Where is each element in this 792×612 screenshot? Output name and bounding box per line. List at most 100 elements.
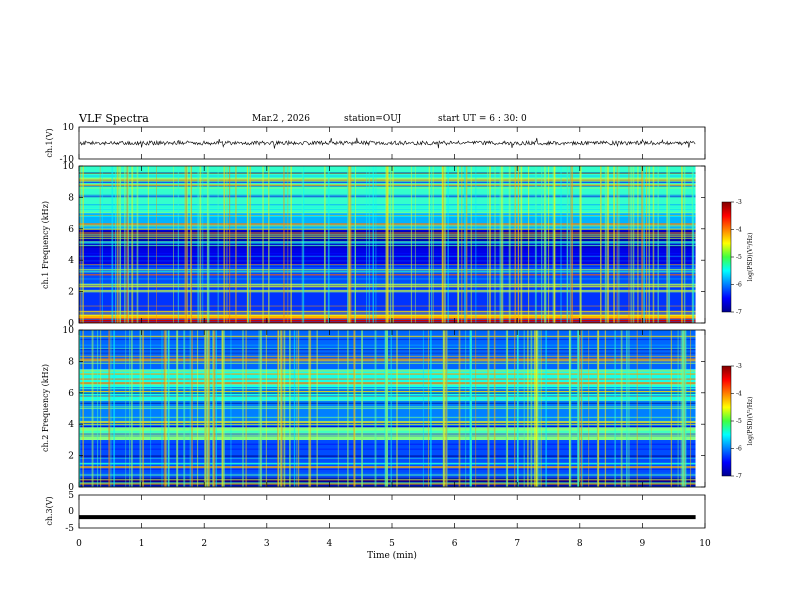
spec-sferic xyxy=(156,166,157,323)
time-tick-label: 3 xyxy=(264,539,270,549)
spec-sferic xyxy=(506,330,509,487)
spec-sferic xyxy=(185,166,188,323)
spec-sferic xyxy=(235,166,237,323)
time-tick-label: 5 xyxy=(389,539,395,549)
spec-sferic xyxy=(690,330,692,487)
spec-sferic xyxy=(207,166,210,323)
spec-sferic xyxy=(691,166,693,323)
spec-sferic xyxy=(280,330,283,487)
spec-sferic xyxy=(569,330,571,487)
spec-sferic xyxy=(386,330,389,487)
spec-sferic xyxy=(569,330,571,487)
spec-sferic xyxy=(116,166,119,323)
spec-sferic xyxy=(223,166,226,323)
spec-sferic xyxy=(666,166,669,323)
spec-sferic xyxy=(543,166,546,323)
spec-sferic xyxy=(582,330,584,487)
ch1-spectrogram-panel: 0 2 4 6 8 10 ch.1 Frequency (kHz) xyxy=(41,162,706,329)
spec-sferic xyxy=(324,166,326,323)
spec-sferic xyxy=(196,330,199,487)
freq-tick-label: 4 xyxy=(68,256,74,266)
time-tick-label: 7 xyxy=(514,539,520,549)
spec-sferic xyxy=(91,330,94,487)
spec-sferic xyxy=(99,166,101,323)
spec-sferic xyxy=(297,330,300,487)
spec-sferic xyxy=(245,330,247,487)
spec-sferic xyxy=(131,166,134,323)
ch1-ytick-top: 10 xyxy=(63,123,75,133)
spec-sferic xyxy=(636,330,638,487)
freq-tick-label: 2 xyxy=(68,288,74,298)
spec-sferic xyxy=(366,166,368,323)
ch2-spectrogram-panel: 0 2 4 6 8 10 ch.2 Frequency (kHz) xyxy=(41,326,706,493)
spec-sferic xyxy=(372,166,375,323)
spec-sferic xyxy=(554,166,556,323)
ch1-voltage-panel: 10 -10 ch.1(V) xyxy=(45,123,706,165)
spec-sferic xyxy=(130,330,133,487)
spec-sferic xyxy=(258,330,260,487)
figure-title: VLF Spectra xyxy=(79,112,149,125)
spec-sferic xyxy=(535,330,538,487)
time-axis-label: Time (min) xyxy=(367,550,417,561)
spec-sferic xyxy=(347,166,349,323)
spec-sferic xyxy=(608,166,610,323)
time-tick-label: 8 xyxy=(577,539,583,549)
spec-sferic xyxy=(560,166,562,323)
colorbar-tick-label: -4 xyxy=(736,227,742,234)
spec-sferic xyxy=(650,330,652,487)
spec-sferic xyxy=(616,166,618,323)
spec-sferic xyxy=(127,166,130,323)
spec-sferic xyxy=(428,166,431,323)
colorbar-ch1: -3 -4 -5 -6 -7 log(PSD)(V²/Hz) xyxy=(721,199,754,316)
spec-sferic xyxy=(540,330,542,487)
spec-sferic xyxy=(165,330,167,487)
spec-sferic xyxy=(113,330,116,487)
spec-sferic xyxy=(475,330,477,487)
spec-sferic xyxy=(693,166,695,323)
spec-sferic xyxy=(207,330,209,487)
ch2-freq-ylabel: ch.2 Frequency (kHz) xyxy=(41,364,50,452)
spec-sferic xyxy=(139,330,142,487)
colorbar-tick-label: -6 xyxy=(736,446,742,453)
ch1-spectrogram-image xyxy=(79,166,705,323)
spec-sferic xyxy=(167,330,170,487)
spec-sferic xyxy=(669,166,671,323)
spec-sferic xyxy=(545,330,547,487)
spec-sferic xyxy=(548,166,550,323)
spec-sferic xyxy=(683,330,686,487)
spec-sferic xyxy=(475,166,477,323)
spec-sferic xyxy=(534,166,537,323)
spec-sferic xyxy=(422,330,424,487)
ch1-frame xyxy=(78,126,706,160)
spec-sferic xyxy=(469,330,472,487)
spec-sferic xyxy=(172,166,174,323)
spec-sferic xyxy=(670,330,673,487)
colorbar-ch2: -3 -4 -5 -6 -7 log(PSD)(V²/Hz) xyxy=(721,363,754,480)
spec-sferic xyxy=(301,166,303,323)
spec-sferic xyxy=(150,330,152,487)
colorbar-tick-label: -6 xyxy=(736,282,742,289)
spec-sferic xyxy=(387,166,389,323)
spec-sferic xyxy=(457,166,460,323)
freq-tick-label: 10 xyxy=(63,326,75,336)
spec-sferic xyxy=(652,166,655,323)
spec-sferic xyxy=(390,330,392,487)
spec-sferic xyxy=(248,166,250,323)
spec-sferic xyxy=(190,166,193,323)
spec-sferic xyxy=(518,166,519,323)
spec-sferic xyxy=(177,166,179,323)
header-station: station=OUJ xyxy=(344,114,402,124)
spec-sferic xyxy=(327,166,330,323)
spec-sferic xyxy=(606,166,609,323)
spec-sferic xyxy=(183,330,186,487)
spec-sferic xyxy=(296,330,298,487)
spec-sferic xyxy=(228,166,231,323)
spec-sferic xyxy=(628,330,630,487)
spec-sferic xyxy=(516,330,519,487)
colorbar-ch2-ticks: -3 -4 -5 -6 -7 xyxy=(731,363,742,480)
spec-sferic xyxy=(242,330,244,487)
spec-sferic xyxy=(265,330,267,487)
spec-sferic xyxy=(566,166,569,323)
freq-tick-label: 6 xyxy=(68,389,74,399)
spec-sferic xyxy=(527,166,530,323)
